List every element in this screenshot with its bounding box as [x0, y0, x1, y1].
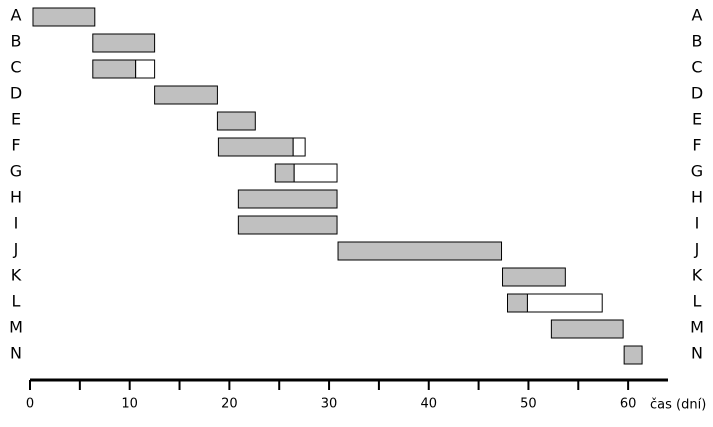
task-bar: [274, 163, 295, 183]
task-label-right: E: [692, 110, 702, 129]
task-label-right: N: [691, 344, 703, 363]
task-label-right: C: [691, 58, 702, 77]
task-label: J: [13, 240, 19, 259]
task-label: E: [11, 110, 21, 129]
task-label-right: L: [693, 292, 702, 311]
task-bar: [216, 111, 256, 131]
task-label-right: G: [691, 162, 703, 181]
task-label-right: M: [690, 318, 704, 337]
task-label-right: K: [692, 266, 703, 285]
task-bar: [154, 85, 218, 105]
task-bar: [92, 59, 137, 79]
task-label: L: [12, 292, 21, 311]
task-label: C: [10, 58, 21, 77]
task-bar: [92, 33, 156, 53]
x-axis-label: čas (dní): [650, 398, 706, 413]
task-bar: [217, 137, 294, 157]
task-bar: [550, 319, 624, 339]
slack-bar: [135, 59, 156, 79]
task-label-right: F: [692, 136, 701, 155]
task-bar: [623, 345, 643, 365]
task-label-right: I: [695, 214, 700, 233]
task-label-right: D: [691, 84, 703, 103]
x-tick-label: 60: [620, 397, 637, 412]
x-tick-label: 0: [26, 397, 34, 412]
x-tick-label: 50: [520, 397, 537, 412]
task-label: A: [11, 6, 22, 25]
slack-bar: [526, 293, 603, 313]
task-label: H: [10, 188, 22, 207]
slack-bar: [293, 163, 338, 183]
task-bar: [502, 267, 566, 287]
task-label-right: B: [692, 32, 703, 51]
x-tick-label: 10: [121, 397, 138, 412]
task-bar: [237, 215, 338, 235]
task-label: N: [10, 344, 22, 363]
task-label-right: J: [694, 240, 700, 259]
slack-bar: [292, 137, 306, 157]
task-bar: [337, 241, 503, 261]
task-label: I: [14, 214, 19, 233]
x-tick-label: 30: [321, 397, 338, 412]
task-label: D: [10, 84, 22, 103]
task-label: B: [11, 32, 22, 51]
x-tick-label: 20: [221, 397, 238, 412]
x-tick-label: 40: [420, 397, 437, 412]
task-bar: [32, 7, 96, 27]
task-label: M: [9, 318, 23, 337]
task-label: G: [10, 162, 22, 181]
task-label: F: [11, 136, 20, 155]
task-label-right: H: [691, 188, 703, 207]
task-label-right: A: [692, 6, 703, 25]
task-label: K: [11, 266, 22, 285]
task-bar: [237, 189, 338, 209]
task-bar: [507, 293, 528, 313]
